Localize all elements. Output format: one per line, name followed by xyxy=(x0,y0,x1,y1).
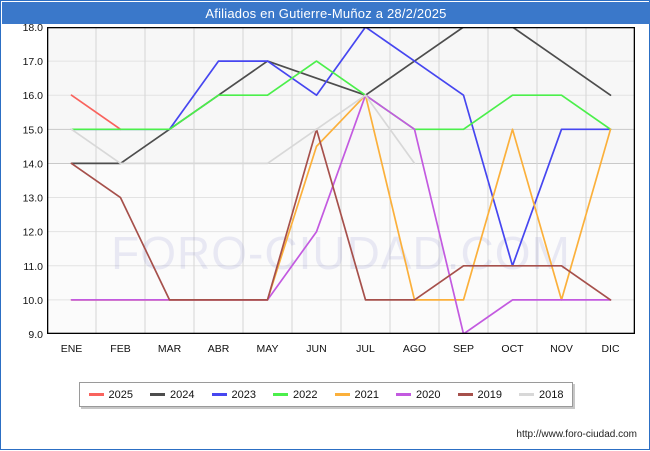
legend-item-2022[interactable]: 2022 xyxy=(273,389,317,401)
svg-text:SEP: SEP xyxy=(453,343,474,355)
svg-text:14.0: 14.0 xyxy=(23,158,44,170)
legend-label-2020: 2020 xyxy=(416,388,441,401)
legend-item-2024[interactable]: 2024 xyxy=(150,389,194,401)
legend-label-2022: 2022 xyxy=(293,388,318,401)
page-title: Afiliados en Gutierre-Muñoz a 28/2/2025 xyxy=(205,5,447,21)
legend-swatch-2018 xyxy=(519,393,534,396)
svg-text:10.0: 10.0 xyxy=(23,295,44,307)
watermark: FORO-CIUDAD.COM xyxy=(111,227,571,279)
svg-text:15.0: 15.0 xyxy=(23,124,44,136)
x-axis-tick-labels: ENE FEB MAR ABR MAY JUN JUL AGO SEP OCT NOV DIC xyxy=(61,343,620,355)
svg-text:NOV: NOV xyxy=(550,343,573,355)
legend-item-2020[interactable]: 2020 xyxy=(396,389,440,401)
chart-legend: 2025 2024 2023 2022 2021 2020 2019 2018 xyxy=(79,382,573,407)
svg-text:17.0: 17.0 xyxy=(23,56,44,68)
svg-text:DIC: DIC xyxy=(601,343,620,355)
data-series-group xyxy=(70,27,612,334)
svg-text:OCT: OCT xyxy=(501,343,524,355)
legend-swatch-2022 xyxy=(273,393,288,396)
svg-text:MAR: MAR xyxy=(158,343,182,355)
svg-text:13.0: 13.0 xyxy=(23,193,44,205)
legend-swatch-2021 xyxy=(334,393,350,396)
svg-text:9.0: 9.0 xyxy=(28,329,43,341)
svg-text:AGO: AGO xyxy=(403,343,426,355)
svg-text:FORO-CIUDAD.COM: FORO-CIUDAD.COM xyxy=(111,227,571,279)
svg-text:11.0: 11.0 xyxy=(23,261,43,273)
plot-area: FORO-CIUDAD.COM xyxy=(47,27,635,334)
legend-label-2021: 2021 xyxy=(354,388,379,401)
svg-text:MAY: MAY xyxy=(257,343,279,355)
legend-swatch-2025 xyxy=(88,393,104,396)
svg-text:ENE: ENE xyxy=(61,343,83,355)
legend-swatch-2019 xyxy=(457,393,473,396)
svg-text:FEB: FEB xyxy=(110,343,130,355)
legend-label-2025: 2025 xyxy=(108,388,133,401)
legend-swatch-2023 xyxy=(211,393,227,396)
svg-text:JUN: JUN xyxy=(306,343,326,355)
legend-label-2018: 2018 xyxy=(539,388,564,401)
svg-text:JUL: JUL xyxy=(356,343,375,355)
y-axis-tick-labels: 9.010.011.012.013.014.015.016.017.018.0 xyxy=(23,22,44,341)
line-chart-svg: FORO-CIUDAD.COM xyxy=(47,27,635,334)
svg-text:16.0: 16.0 xyxy=(23,90,44,102)
legend-swatch-2024 xyxy=(150,393,165,396)
footer-url: http://www.foro-ciudad.com xyxy=(516,429,637,440)
legend-label-2019: 2019 xyxy=(477,388,502,401)
legend-item-2021[interactable]: 2021 xyxy=(334,388,379,401)
svg-text:12.0: 12.0 xyxy=(23,227,44,239)
legend-item-2025[interactable]: 2025 xyxy=(88,388,133,401)
plot-frame xyxy=(47,27,635,334)
legend-swatch-2020 xyxy=(396,393,411,396)
legend-label-2024: 2024 xyxy=(170,388,195,401)
legend-item-2019[interactable]: 2019 xyxy=(457,388,502,401)
legend-label-2023: 2023 xyxy=(231,388,256,401)
window-title-bar: Afiliados en Gutierre-Muñoz a 28/2/2025 xyxy=(2,2,650,24)
legend-item-2023[interactable]: 2023 xyxy=(211,388,256,401)
svg-text:ABR: ABR xyxy=(208,343,230,355)
legend-item-2018[interactable]: 2018 xyxy=(519,389,563,401)
